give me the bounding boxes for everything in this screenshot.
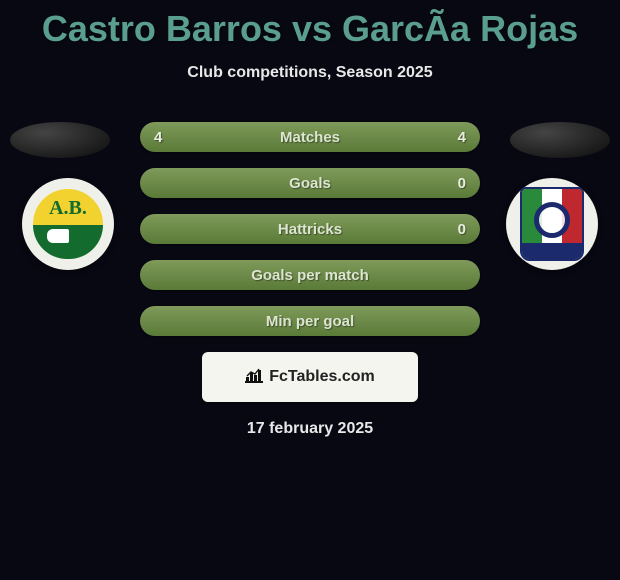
stat-row-matches: 4 Matches 4 — [140, 122, 480, 152]
stat-label: Hattricks — [278, 221, 342, 238]
badge-oc-ring — [534, 202, 570, 238]
stat-label: Goals — [289, 175, 331, 192]
stat-label: Goals per match — [251, 267, 369, 284]
stat-row-goals-per-match: Goals per match — [140, 260, 480, 290]
right-shadow-oval — [510, 122, 610, 158]
stat-label: Matches — [280, 129, 340, 146]
stat-right-value: 0 — [458, 221, 466, 238]
stat-left-value: 4 — [154, 129, 162, 146]
badge-oc-band — [522, 243, 582, 259]
site-attribution-box: FcTables.com — [202, 352, 418, 402]
comparison-date: 17 february 2025 — [0, 420, 620, 438]
chart-icon — [245, 367, 263, 388]
stat-row-hattricks: Hattricks 0 — [140, 214, 480, 244]
site-label: FcTables.com — [269, 368, 375, 386]
competition-subtitle: Club competitions, Season 2025 — [0, 64, 620, 82]
stat-right-value: 0 — [458, 175, 466, 192]
badge-ab-letters: A.B. — [33, 189, 103, 227]
badge-ab-lower — [33, 225, 103, 259]
stat-right-value: 4 — [458, 129, 466, 146]
stat-row-goals: Goals 0 — [140, 168, 480, 198]
stat-label: Min per goal — [266, 313, 354, 330]
team-badge-right: ★ ★ ★ — [506, 178, 598, 270]
badge-oc-icon — [520, 187, 584, 261]
team-badge-left: A.B. — [22, 178, 114, 270]
page-title: Castro Barros vs GarcÃ­a Rojas — [0, 0, 620, 50]
stats-column: 4 Matches 4 Goals 0 Hattricks 0 Goals pe… — [140, 122, 480, 336]
stat-row-min-per-goal: Min per goal — [140, 306, 480, 336]
badge-ab-icon: A.B. — [33, 189, 103, 259]
comparison-area: A.B. ★ ★ ★ 4 Matches 4 Goals 0 — [0, 122, 620, 438]
left-shadow-oval — [10, 122, 110, 158]
